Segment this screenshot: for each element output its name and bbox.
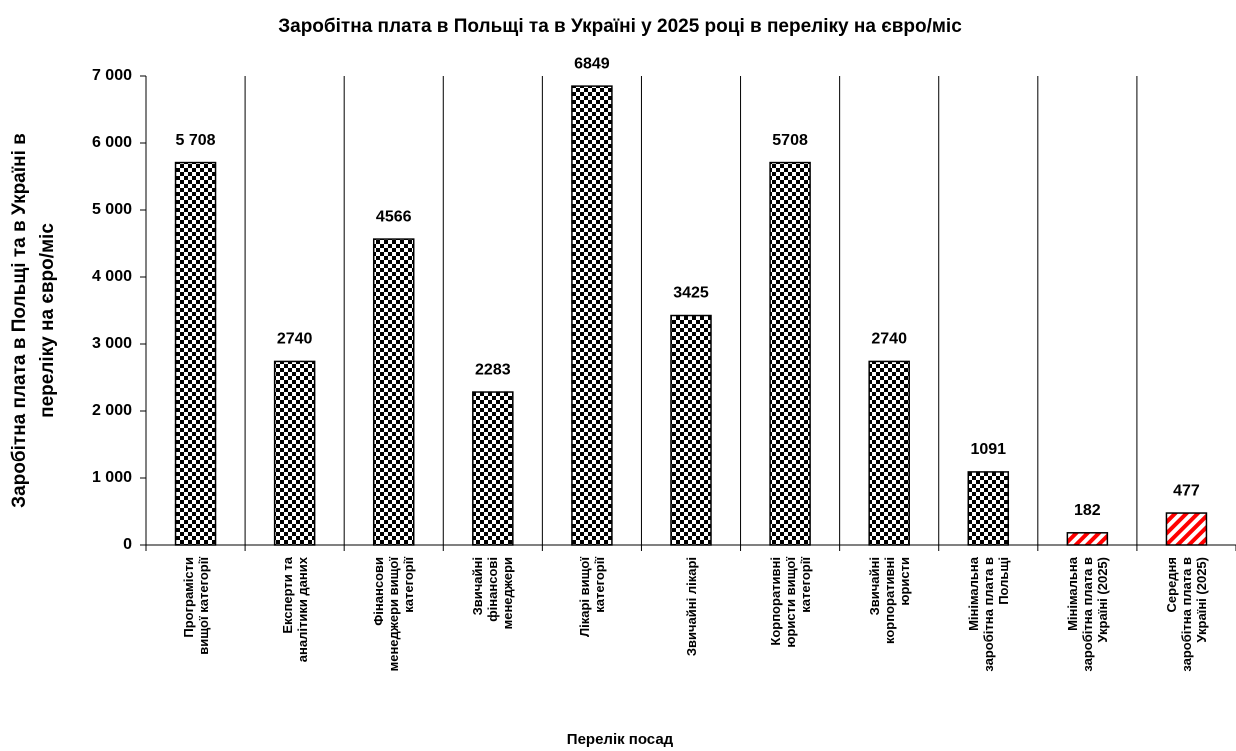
x-tick-label: Фінансови менеджери вищої категорії [371,557,417,672]
value-label: 182 [1074,502,1101,519]
value-label: 6849 [574,55,610,72]
bar [273,360,316,546]
x-tick-label: Програмісти вищої категорії [180,557,211,655]
bar [1066,532,1109,546]
y-tick-label: 5 000 [92,201,132,218]
value-label: 3425 [673,285,709,302]
y-tick-label: 4 000 [92,268,132,285]
x-tick-label: Корпоративні юристи вищої категорії [767,557,813,648]
x-tick-label: Середня заробітна плата в Україні (2025) [1163,557,1209,672]
y-tick-label: 3 000 [92,335,132,352]
x-tick-label: Експерти та аналітики даних [279,557,310,663]
x-tick-label: Звичайні лікарі [683,557,699,657]
x-axis-label: Перелік посад [567,731,674,748]
value-label: 5 708 [176,132,216,149]
chart-title: Заробітна плата в Польщі та в Україні у … [278,16,962,37]
bar [769,161,811,546]
x-tick-label: Звичайні фінансові менеджери [470,557,516,630]
x-tick-label: Лікарі вищої категорії [576,557,607,638]
x-tick-label: Мінімальна заробітна плата в Польщі [965,557,1011,672]
bar [472,391,514,546]
x-tick-label: Мінімальна заробітна плата в Україні (20… [1064,557,1110,672]
value-label: 2740 [871,331,907,348]
bar [868,360,910,546]
bar [372,238,415,546]
bar [174,161,217,546]
y-tick-label: 7 000 [92,67,132,84]
y-tick-label: 2 000 [92,402,132,419]
value-label: 2740 [277,331,313,348]
bar [1165,512,1208,546]
y-tick-label: 6 000 [92,134,132,151]
y-tick-label: 1 000 [92,469,132,486]
x-tick-label: Звичайні корпоративні юристи [866,557,912,644]
value-label: 4566 [376,208,412,225]
y-tick-label: 0 [123,536,132,553]
value-label: 477 [1173,482,1200,499]
value-label: 2283 [475,361,511,378]
value-label: 5708 [772,132,808,149]
bar [670,314,712,546]
bar [967,471,1010,546]
value-label: 1091 [970,441,1006,458]
bar [571,85,613,546]
